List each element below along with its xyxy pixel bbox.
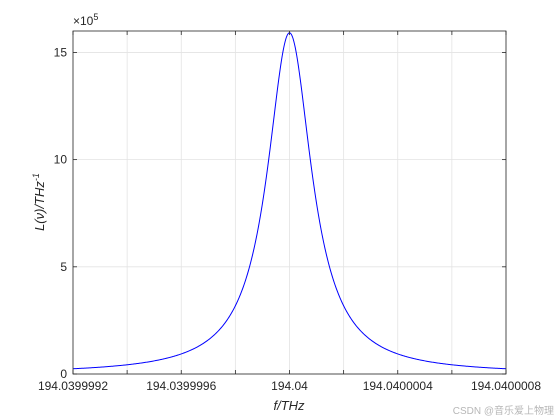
x-tick-label: 194.0400004 <box>363 379 433 393</box>
y-tick-label: 0 <box>60 367 67 381</box>
x-tick-label: 194.0399992 <box>38 379 108 393</box>
x-tick-label: 194.04 <box>271 379 308 393</box>
y-tick-label: 15 <box>54 45 68 59</box>
x-tick-label: 194.0400008 <box>471 379 541 393</box>
tick-labels: 194.0399992 194.0399996 194.04 194.0400004 1… <box>38 45 541 393</box>
y-multiplier: ×105 <box>73 12 98 28</box>
x-tick-label: 194.0399996 <box>146 379 216 393</box>
y-tick-label: 10 <box>54 153 68 167</box>
y-tick-label: 5 <box>60 260 67 274</box>
watermark: CSDN @音乐爱上物理 <box>453 404 554 417</box>
y-axis-label: L(ν)/THz-1 <box>31 173 47 231</box>
tick-marks <box>72 31 507 375</box>
x-axis-label: f/THz <box>273 398 305 413</box>
